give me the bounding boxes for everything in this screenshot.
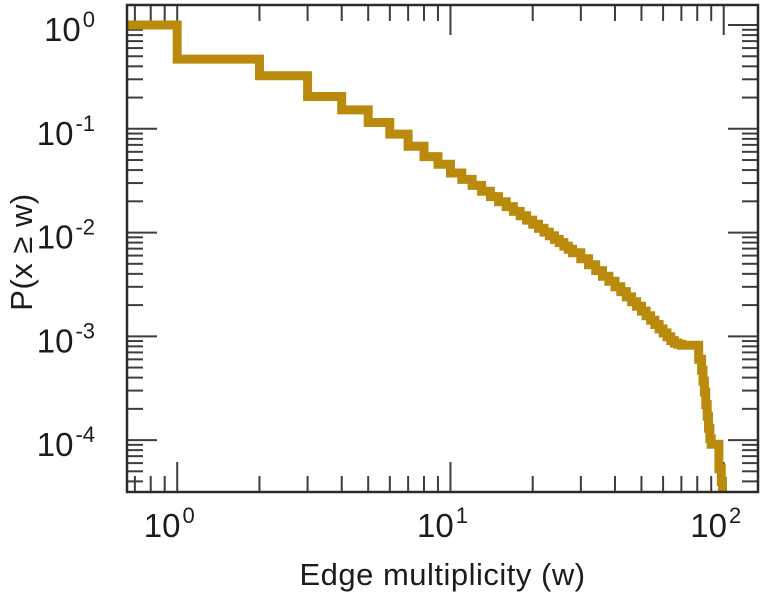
x-tick-label: 102 <box>690 503 741 544</box>
tick-label-base: 10 <box>417 507 454 544</box>
tick-label-exponent: -4 <box>75 422 95 447</box>
y-tick-label: 10-3 <box>37 318 95 359</box>
tick-label-base: 10 <box>44 11 81 48</box>
y-tick-label: 10-2 <box>37 215 95 256</box>
tick-label-exponent: 0 <box>182 503 194 528</box>
tick-label-base: 10 <box>37 322 74 359</box>
tick-label-exponent: -3 <box>75 318 95 343</box>
tick-label-exponent: -1 <box>75 111 95 136</box>
tick-label-exponent: 1 <box>456 503 468 528</box>
tick-label-exponent: -2 <box>75 215 95 240</box>
x-axis-title: Edge multiplicity (w) <box>299 557 586 592</box>
x-tick-label: 100 <box>144 503 195 544</box>
y-tick-label: 10-1 <box>37 111 95 152</box>
y-axis-title: P(x ≥ w) <box>4 193 39 311</box>
tick-label-base: 10 <box>144 507 181 544</box>
plot-frame <box>125 3 760 494</box>
tick-label-exponent: 0 <box>83 7 95 32</box>
tick-label-base: 10 <box>690 507 727 544</box>
y-tick-label: 100 <box>44 7 95 48</box>
y-tick-label: 10-4 <box>37 422 95 463</box>
ccdf-curve <box>127 20 729 492</box>
tick-label-base: 10 <box>37 426 74 463</box>
tick-label-base: 10 <box>37 115 74 152</box>
tick-label-exponent: 2 <box>729 503 741 528</box>
x-tick-label: 101 <box>417 503 468 544</box>
tick-label-base: 10 <box>37 219 74 256</box>
